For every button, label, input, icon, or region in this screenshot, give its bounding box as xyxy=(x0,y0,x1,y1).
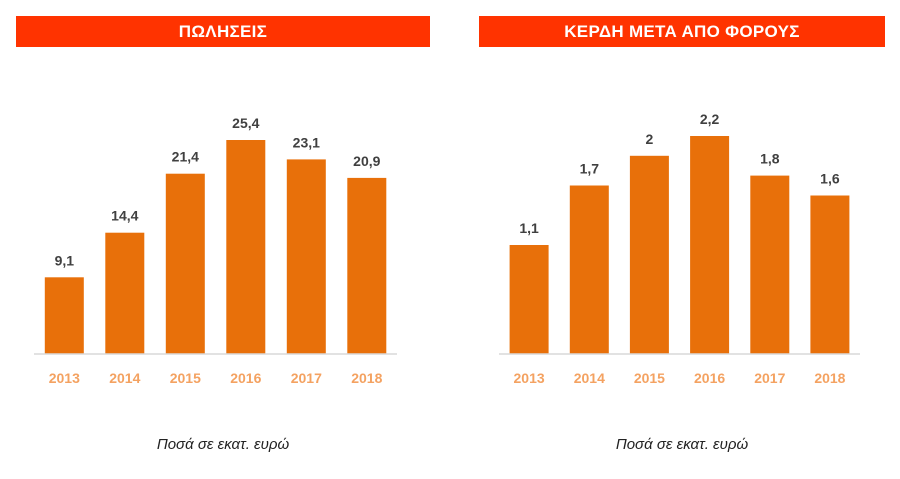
value-label-2016: 2,2 xyxy=(700,111,720,127)
bar-2016 xyxy=(226,140,265,354)
x-tick-2016: 2016 xyxy=(694,370,725,386)
profit-chart: 1,1 2013 1,7 2014 2 2015 2,2 2016 1,8 2017 1,6 2018 xyxy=(450,0,900,479)
bar-2015 xyxy=(166,174,205,354)
bar-2014 xyxy=(105,233,144,354)
x-tick-2013: 2013 xyxy=(514,370,545,386)
value-label-2014: 1,7 xyxy=(580,161,600,177)
bar-2018 xyxy=(810,196,849,355)
sales-chart-caption: Ποσά σε εκατ. ευρώ xyxy=(16,436,430,453)
x-tick-2018: 2018 xyxy=(814,370,845,386)
value-label-2017: 1,8 xyxy=(760,151,780,167)
bar-2013 xyxy=(510,245,549,354)
value-label-2013: 1,1 xyxy=(519,220,539,236)
bar-2016 xyxy=(690,136,729,354)
value-label-2014: 14,4 xyxy=(111,208,138,224)
value-label-2016: 25,4 xyxy=(232,115,259,131)
value-label-2015: 2 xyxy=(646,131,654,147)
value-label-2017: 23,1 xyxy=(293,134,320,150)
x-tick-2013: 2013 xyxy=(49,370,80,386)
bar-2013 xyxy=(45,277,84,354)
bar-2017 xyxy=(287,159,326,354)
value-label-2015: 21,4 xyxy=(172,149,199,165)
x-tick-2016: 2016 xyxy=(230,370,261,386)
sales-chart: 9,1 2013 14,4 2014 21,4 2015 25,4 2016 23,1 2017 2… xyxy=(0,0,450,479)
x-tick-2015: 2015 xyxy=(170,370,201,386)
value-label-2018: 1,6 xyxy=(820,171,840,187)
value-label-2018: 20,9 xyxy=(353,153,380,169)
bar-2017 xyxy=(750,176,789,354)
profit-chart-caption: Ποσά σε εκατ. ευρώ xyxy=(479,436,885,453)
sales-chart-panel: ΠΩΛΗΣΕΙΣ 9,1 2013 14,4 2014 21,4 2015 25,4 2016… xyxy=(0,0,450,479)
x-tick-2017: 2017 xyxy=(291,370,322,386)
x-tick-2014: 2014 xyxy=(574,370,605,386)
x-tick-2018: 2018 xyxy=(351,370,382,386)
bar-2018 xyxy=(347,178,386,354)
x-tick-2015: 2015 xyxy=(634,370,665,386)
x-tick-2017: 2017 xyxy=(754,370,785,386)
value-label-2013: 9,1 xyxy=(55,252,75,268)
x-tick-2014: 2014 xyxy=(109,370,140,386)
bar-2014 xyxy=(570,186,609,355)
profit-chart-panel: ΚΕΡΔΗ ΜΕΤΑ ΑΠΟ ΦΟΡΟΥΣ 1,1 2013 1,7 2014 2 201… xyxy=(450,0,900,479)
bar-2015 xyxy=(630,156,669,354)
